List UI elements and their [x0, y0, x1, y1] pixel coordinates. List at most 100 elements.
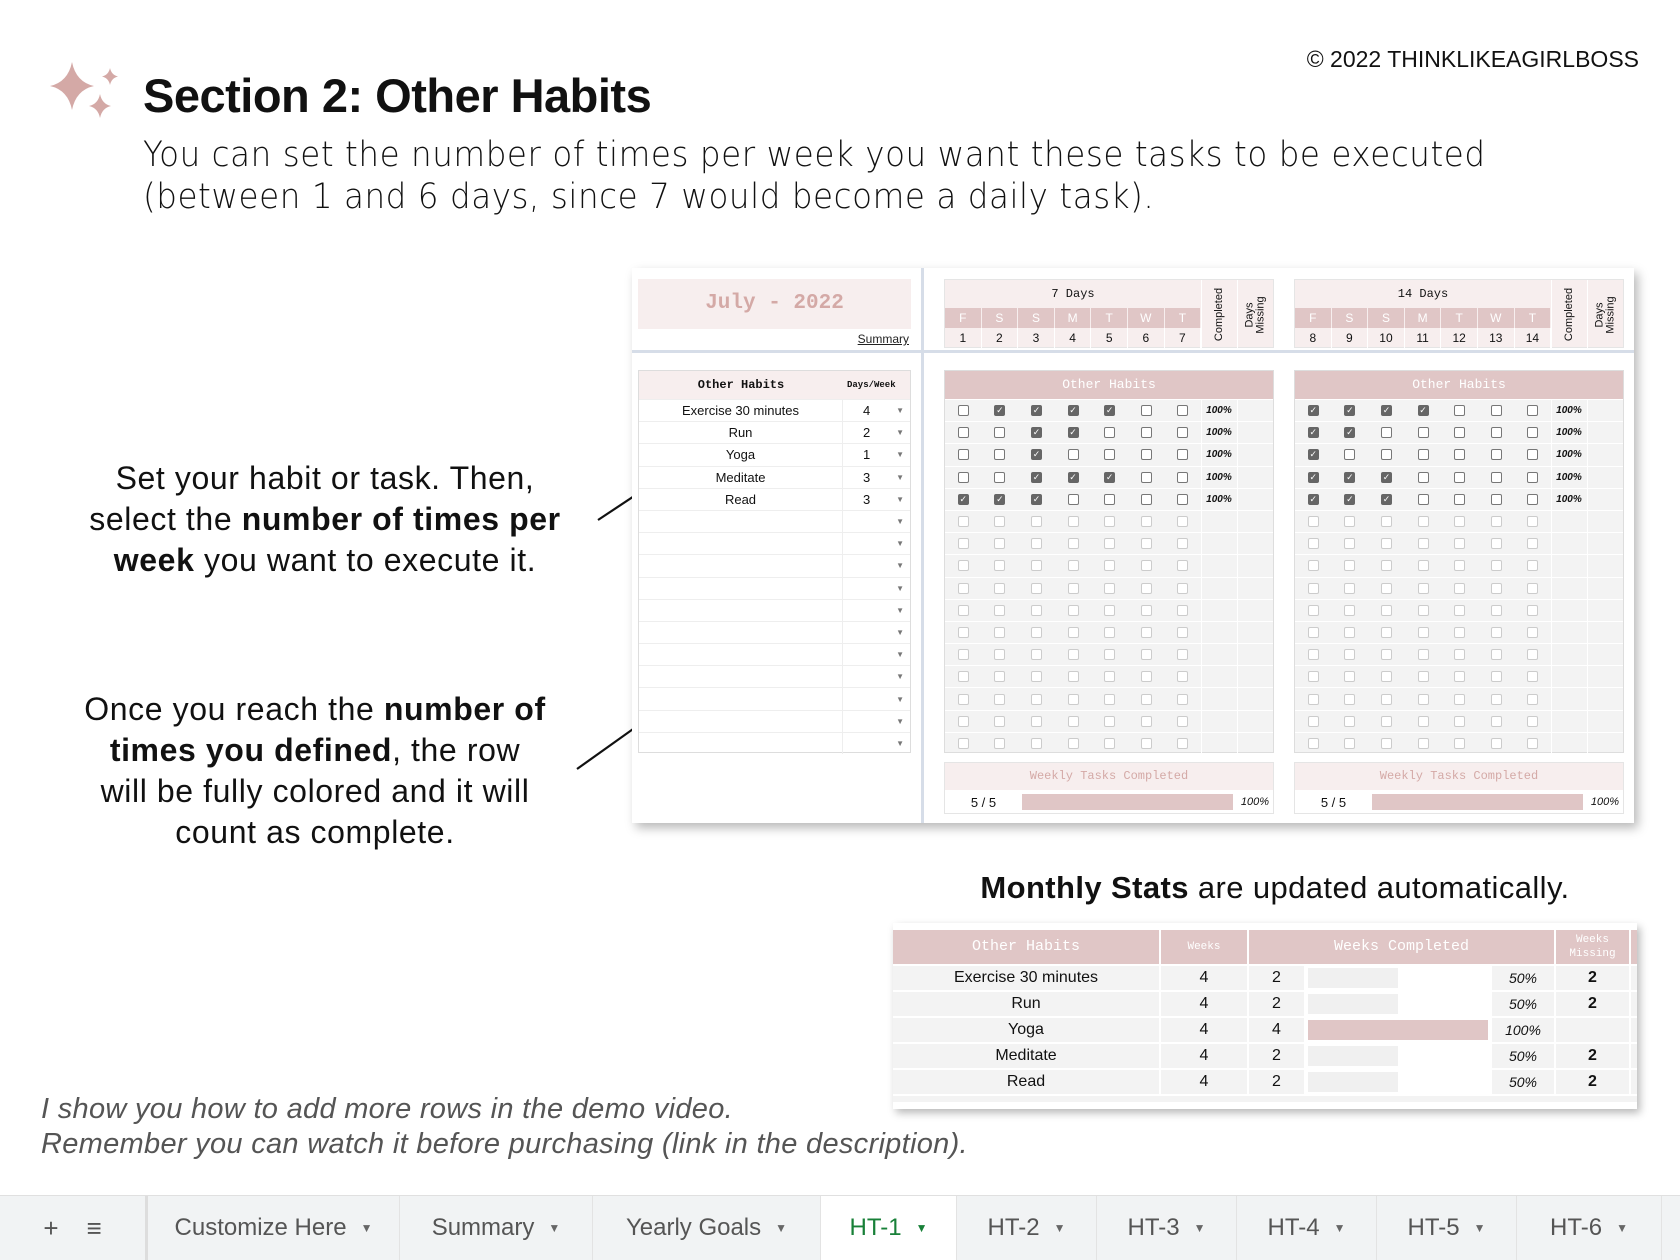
- checkbox-icon[interactable]: [1067, 516, 1079, 528]
- checkbox-icon[interactable]: [1030, 715, 1042, 727]
- checkbox-icon[interactable]: ✓: [1030, 493, 1042, 505]
- checkbox-icon[interactable]: [1030, 626, 1042, 638]
- checkbox-icon[interactable]: [1140, 649, 1152, 661]
- checkbox-icon[interactable]: [1307, 560, 1319, 572]
- checkbox-icon[interactable]: [957, 604, 969, 616]
- habit-name-input[interactable]: [639, 644, 843, 666]
- checkbox-icon[interactable]: [1307, 693, 1319, 705]
- checkbox-icon[interactable]: [1307, 582, 1319, 594]
- checkbox-icon[interactable]: [1417, 693, 1429, 705]
- dropdown-caret-icon[interactable]: ▼: [896, 561, 904, 571]
- checkbox-icon[interactable]: [1177, 626, 1189, 638]
- all-sheets-icon[interactable]: ≡: [86, 1212, 102, 1243]
- checkbox-icon[interactable]: [957, 737, 969, 749]
- checkbox-icon[interactable]: [1380, 538, 1392, 550]
- checkbox-icon[interactable]: [1380, 649, 1392, 661]
- checkbox-icon[interactable]: [994, 649, 1006, 661]
- checkbox-icon[interactable]: [1490, 427, 1502, 439]
- checkbox-icon[interactable]: [1417, 560, 1429, 572]
- sheet-tab-ht-2[interactable]: HT-2 ▼: [957, 1196, 1097, 1260]
- habit-name-input[interactable]: [639, 577, 843, 599]
- checkbox-icon[interactable]: [1380, 626, 1392, 638]
- checkbox-icon[interactable]: [994, 560, 1006, 572]
- checkbox-icon[interactable]: [1104, 538, 1116, 550]
- checkbox-icon[interactable]: [1344, 604, 1356, 616]
- checkbox-icon[interactable]: [994, 582, 1006, 594]
- checkbox-icon[interactable]: [957, 427, 969, 439]
- checkbox-icon[interactable]: [994, 604, 1006, 616]
- tab-menu-caret-icon[interactable]: ▼: [1616, 1221, 1628, 1235]
- checkbox-icon[interactable]: [994, 471, 1006, 483]
- checkbox-icon[interactable]: [1344, 626, 1356, 638]
- checkbox-icon[interactable]: ✓: [1344, 471, 1356, 483]
- checkbox-icon[interactable]: [1490, 693, 1502, 705]
- checkbox-icon[interactable]: [1344, 671, 1356, 683]
- checkbox-icon[interactable]: [1307, 604, 1319, 616]
- checkbox-icon[interactable]: [1490, 471, 1502, 483]
- checkbox-icon[interactable]: [1527, 449, 1539, 461]
- checkbox-icon[interactable]: [1177, 693, 1189, 705]
- checkbox-icon[interactable]: [1454, 405, 1466, 417]
- days-per-week-select[interactable]: ▼: [843, 622, 910, 643]
- checkbox-icon[interactable]: [1417, 493, 1429, 505]
- habit-name-input[interactable]: [639, 621, 843, 644]
- checkbox-icon[interactable]: [1417, 604, 1429, 616]
- checkbox-icon[interactable]: [1454, 604, 1466, 616]
- habit-name-input[interactable]: Run: [639, 422, 843, 444]
- checkbox-icon[interactable]: [1527, 493, 1539, 505]
- days-per-week-select[interactable]: 2 ▼: [843, 422, 910, 443]
- checkbox-icon[interactable]: [1344, 560, 1356, 572]
- checkbox-icon[interactable]: [1104, 493, 1116, 505]
- checkbox-icon[interactable]: [1490, 604, 1502, 616]
- checkbox-icon[interactable]: [1104, 560, 1116, 572]
- checkbox-icon[interactable]: [1104, 582, 1116, 594]
- checkbox-icon[interactable]: [1417, 626, 1429, 638]
- checkbox-icon[interactable]: [1490, 626, 1502, 638]
- dropdown-caret-icon[interactable]: ▼: [896, 583, 904, 593]
- checkbox-icon[interactable]: [1527, 671, 1539, 683]
- checkbox-icon[interactable]: [1454, 671, 1466, 683]
- checkbox-icon[interactable]: [1104, 626, 1116, 638]
- checkbox-icon[interactable]: [1527, 582, 1539, 594]
- checkbox-icon[interactable]: [1527, 560, 1539, 572]
- habit-name-input[interactable]: [639, 599, 843, 621]
- checkbox-icon[interactable]: [1417, 516, 1429, 528]
- checkbox-icon[interactable]: [1344, 649, 1356, 661]
- checkbox-icon[interactable]: [957, 538, 969, 550]
- habit-name-input[interactable]: Exercise 30 minutes: [639, 400, 843, 422]
- checkbox-icon[interactable]: [1177, 649, 1189, 661]
- checkbox-icon[interactable]: [1307, 649, 1319, 661]
- habit-name-input[interactable]: [639, 666, 843, 688]
- checkbox-icon[interactable]: [1104, 604, 1116, 616]
- checkbox-icon[interactable]: [1454, 449, 1466, 461]
- checkbox-icon[interactable]: ✓: [1380, 493, 1392, 505]
- checkbox-icon[interactable]: ✓: [1030, 405, 1042, 417]
- checkbox-icon[interactable]: [1527, 649, 1539, 661]
- checkbox-icon[interactable]: [1527, 604, 1539, 616]
- checkbox-icon[interactable]: ✓: [1030, 449, 1042, 461]
- checkbox-icon[interactable]: [1490, 649, 1502, 661]
- checkbox-icon[interactable]: [1177, 449, 1189, 461]
- dropdown-caret-icon[interactable]: ▼: [896, 605, 904, 615]
- checkbox-icon[interactable]: ✓: [1067, 405, 1079, 417]
- checkbox-icon[interactable]: [1030, 737, 1042, 749]
- dropdown-caret-icon[interactable]: ▼: [896, 450, 904, 460]
- checkbox-icon[interactable]: [1140, 626, 1152, 638]
- checkbox-icon[interactable]: [1454, 582, 1466, 594]
- habit-name-input[interactable]: [639, 555, 843, 577]
- checkbox-icon[interactable]: [957, 715, 969, 727]
- checkbox-icon[interactable]: [1177, 516, 1189, 528]
- checkbox-icon[interactable]: ✓: [1307, 493, 1319, 505]
- checkbox-icon[interactable]: [1344, 516, 1356, 528]
- checkbox-icon[interactable]: ✓: [1307, 405, 1319, 417]
- checkbox-icon[interactable]: [1417, 582, 1429, 594]
- checkbox-icon[interactable]: [1380, 427, 1392, 439]
- habit-name-input[interactable]: Read: [639, 488, 843, 510]
- checkbox-icon[interactable]: ✓: [1030, 471, 1042, 483]
- checkbox-icon[interactable]: [1380, 715, 1392, 727]
- checkbox-icon[interactable]: [1454, 516, 1466, 528]
- checkbox-icon[interactable]: ✓: [994, 405, 1006, 417]
- checkbox-icon[interactable]: ✓: [1307, 427, 1319, 439]
- checkbox-icon[interactable]: [1380, 516, 1392, 528]
- checkbox-icon[interactable]: ✓: [1344, 493, 1356, 505]
